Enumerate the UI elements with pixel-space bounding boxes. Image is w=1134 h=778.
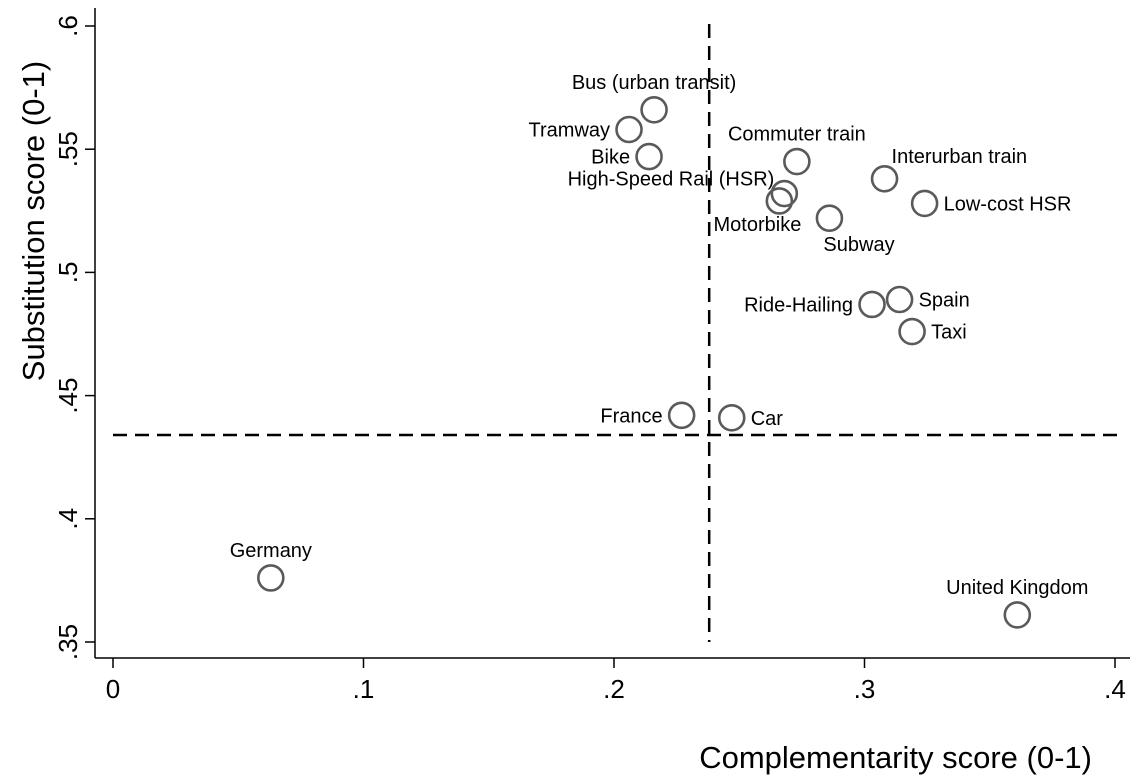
point-marker: [885, 285, 914, 314]
point-marker: [667, 401, 696, 430]
point-label: Bike: [591, 147, 630, 169]
point-label: High-Speed Rail (HSR): [568, 169, 775, 191]
point-label: Low-cost HSR: [944, 193, 1072, 215]
point-marker: [910, 189, 939, 218]
point-marker: [717, 403, 746, 432]
point-label: Taxi: [931, 322, 967, 344]
y-tick-label: .5: [53, 262, 83, 284]
point-marker: [783, 147, 811, 176]
point-marker: [858, 290, 886, 319]
data-point: United Kingdom: [946, 577, 1088, 629]
point-label: Germany: [230, 540, 312, 562]
data-point: France: [600, 401, 696, 430]
point-marker: [770, 179, 799, 208]
point-marker: [815, 204, 844, 232]
data-point: Car: [717, 403, 784, 432]
point-marker: [640, 95, 668, 124]
point-marker: [765, 187, 794, 215]
point-marker: [615, 115, 643, 144]
data-point: Taxi: [898, 317, 967, 346]
data-points: Bus (urban transit) Tramway Bike Commuter t…: [230, 72, 1088, 629]
reference-lines: [113, 24, 1117, 642]
x-tick-label: 0: [106, 674, 120, 704]
y-axis-title: Substitution score (0-1): [16, 61, 51, 381]
x-axis-title: Complementarity score (0-1): [699, 740, 1092, 775]
y-tick-label: .45: [53, 378, 83, 414]
data-point: Bike: [591, 142, 663, 171]
x-tick-label: .2: [603, 674, 625, 704]
point-marker: [257, 564, 285, 592]
point-marker: [635, 142, 663, 171]
y-tick-label: .35: [53, 624, 83, 660]
data-point: Motorbike: [714, 187, 802, 236]
data-point: Interurban train: [870, 146, 1028, 193]
data-point: Low-cost HSR: [910, 189, 1072, 218]
point-label: Subway: [823, 234, 894, 256]
data-point: High-Speed Rail (HSR): [568, 169, 799, 208]
x-tick-label: .1: [353, 674, 375, 704]
point-label: United Kingdom: [946, 577, 1088, 599]
y-tick-label: .6: [53, 15, 83, 37]
point-label: France: [600, 405, 662, 427]
data-point: Germany: [230, 540, 312, 592]
y-ticks: .35 .4 .45 .5 .55 .6: [53, 15, 95, 660]
point-label: Tramway: [529, 119, 610, 141]
data-point: Spain: [885, 285, 970, 314]
axes: [94, 8, 1130, 659]
y-tick-label: .55: [53, 131, 83, 167]
data-point: Tramway: [529, 115, 643, 144]
x-tick-label: .4: [1104, 674, 1126, 704]
point-marker: [898, 317, 926, 346]
point-label: Ride-Hailing: [744, 294, 853, 316]
data-point: Ride-Hailing: [744, 290, 886, 319]
point-marker: [1003, 601, 1032, 629]
point-marker: [870, 164, 899, 193]
x-ticks: 0 .1 .2 .3 .4: [106, 658, 1126, 704]
data-point: Bus (urban transit): [572, 72, 737, 124]
y-tick-label: .4: [53, 508, 83, 530]
x-tick-label: .3: [854, 674, 876, 704]
data-point: Subway: [815, 204, 895, 256]
point-label: Motorbike: [714, 214, 802, 236]
point-label: Commuter train: [728, 124, 866, 146]
data-point: Commuter train: [728, 124, 866, 176]
point-label: Car: [751, 408, 784, 430]
point-label: Bus (urban transit): [572, 72, 737, 94]
point-label: Interurban train: [892, 146, 1028, 168]
point-label: Spain: [919, 290, 970, 312]
